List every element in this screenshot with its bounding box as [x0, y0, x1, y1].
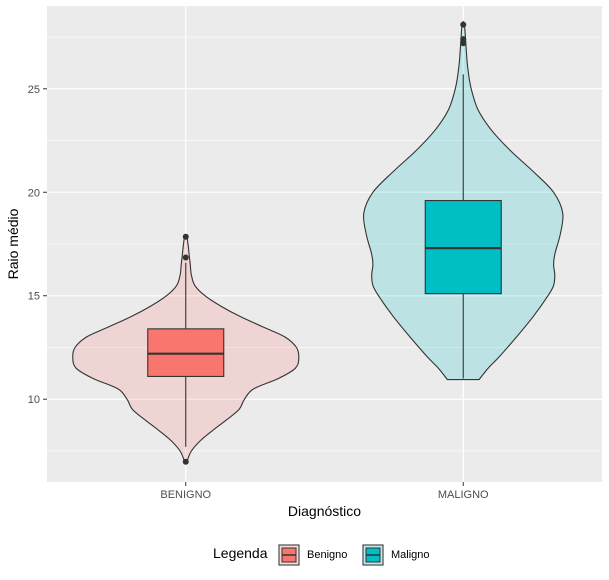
- x-tick-label: BENIGNO: [160, 489, 211, 501]
- legend-title: Legenda: [213, 545, 268, 561]
- boxplots: [147, 21, 502, 465]
- x-axis-title: Diagnóstico: [288, 503, 361, 519]
- x-axis: BENIGNO MALIGNO: [160, 482, 489, 501]
- y-axis: 10 15 20 25: [28, 84, 47, 406]
- y-tick-label: 25: [28, 84, 40, 96]
- outlier-point-maligno: [460, 40, 467, 47]
- legend-key-maligno: [362, 544, 384, 566]
- y-tick-label: 10: [28, 394, 40, 406]
- outlier-point-benigno: [182, 254, 189, 261]
- legend-label-maligno: Maligno: [391, 549, 430, 561]
- outlier-point-maligno: [460, 36, 467, 43]
- legend-key-benigno: [278, 544, 300, 566]
- legend: Legenda Benigno Maligno: [213, 544, 430, 566]
- y-tick-label: 20: [28, 187, 40, 199]
- x-tick-label: MALIGNO: [438, 489, 489, 501]
- outlier-point-maligno: [460, 21, 467, 28]
- y-axis-title: Raio médio: [5, 208, 21, 279]
- outlier-point-benigno: [182, 233, 189, 240]
- outlier-point-benigno: [182, 458, 189, 465]
- y-tick-label: 15: [28, 291, 40, 303]
- legend-label-benigno: Benigno: [307, 549, 347, 561]
